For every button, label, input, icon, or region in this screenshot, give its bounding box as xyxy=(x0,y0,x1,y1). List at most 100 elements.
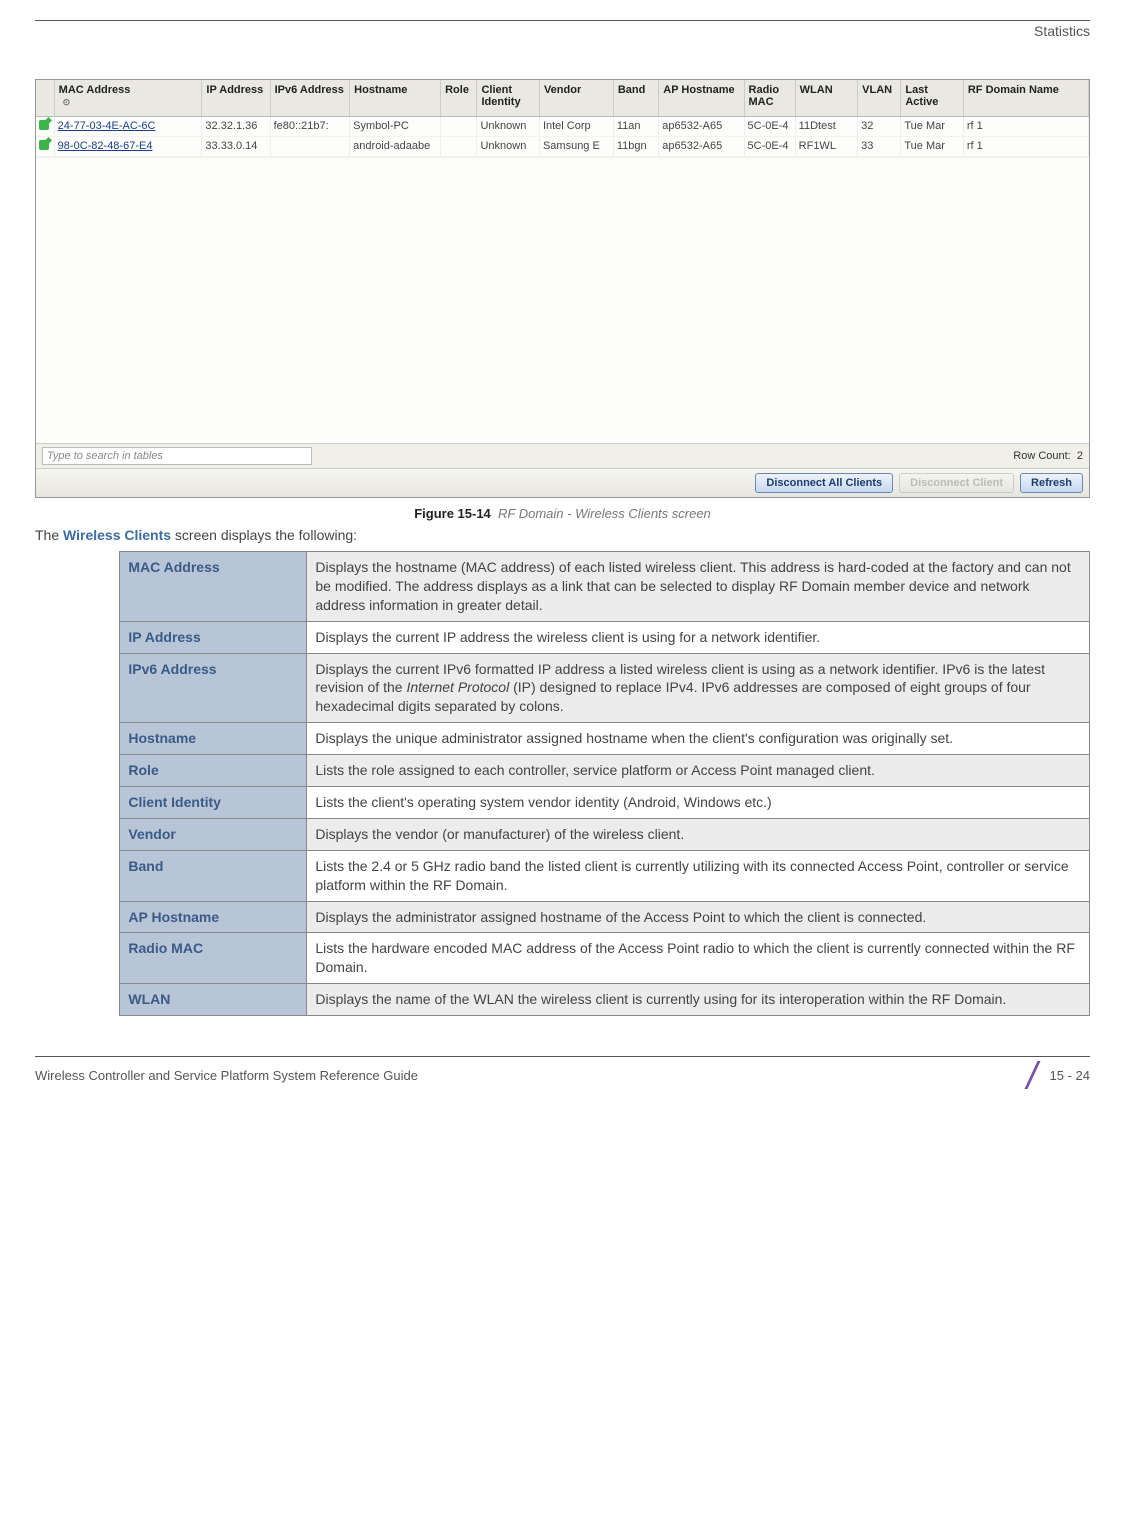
definition-term: Band xyxy=(120,850,307,901)
col-header[interactable]: Last Active xyxy=(901,80,964,117)
cell-last: Tue Mar xyxy=(901,117,964,137)
figure-caption: Figure 15-14 RF Domain - Wireless Client… xyxy=(35,506,1090,521)
col-header[interactable]: Client Identity xyxy=(477,80,540,117)
definition-term: Vendor xyxy=(120,818,307,850)
search-input[interactable] xyxy=(42,447,312,465)
cell-aphost: ap6532-A65 xyxy=(659,137,744,157)
intro-pre: The xyxy=(35,527,63,543)
table-empty-area xyxy=(36,157,1089,443)
table-row[interactable]: 98-0C-82-48-67-E4 33.33.0.14 android-adaab… xyxy=(36,137,1089,157)
col-header[interactable]: Band xyxy=(613,80,658,117)
figure-number: Figure 15-14 xyxy=(414,506,491,521)
cell-vlan: 33 xyxy=(858,137,901,157)
definition-desc: Lists the client's operating system vend… xyxy=(307,787,1090,819)
cell-vlan: 32 xyxy=(858,117,901,137)
col-header[interactable]: Vendor xyxy=(539,80,613,117)
cell-mac: 98-0C-82-48-67-E4 xyxy=(54,137,202,157)
definition-desc: Displays the name of the WLAN the wirele… xyxy=(307,984,1090,1016)
header-section: Statistics xyxy=(35,23,1090,39)
col-header[interactable]: AP Hostname xyxy=(659,80,744,117)
col-header[interactable]: WLAN xyxy=(795,80,858,117)
cell-vendor: Samsung E xyxy=(539,137,613,157)
definition-term: AP Hostname xyxy=(120,901,307,933)
page-number: 15 - 24 xyxy=(1050,1068,1090,1083)
status-icon xyxy=(39,140,49,150)
definition-desc: Displays the current IPv6 formatted IP a… xyxy=(307,653,1090,723)
search-bar: Row Count: 2 xyxy=(36,443,1089,468)
cell-rf: rf 1 xyxy=(963,117,1088,137)
definition-term: IP Address xyxy=(120,621,307,653)
col-header[interactable]: Hostname xyxy=(350,80,441,117)
cell-client: Unknown xyxy=(477,117,540,137)
definition-term: Client Identity xyxy=(120,787,307,819)
definition-term: Hostname xyxy=(120,723,307,755)
cell-aphost: ap6532-A65 xyxy=(659,117,744,137)
disconnect-client-button: Disconnect Client xyxy=(899,473,1014,493)
definition-term: MAC Address xyxy=(120,552,307,622)
definition-desc: Displays the unique administrator assign… xyxy=(307,723,1090,755)
cell-client: Unknown xyxy=(477,137,540,157)
footer-left: Wireless Controller and Service Platform… xyxy=(35,1068,418,1083)
cell-last: Tue Mar xyxy=(901,137,964,157)
definition-term: Radio MAC xyxy=(120,933,307,984)
footer-right: 15 - 24 xyxy=(1022,1063,1090,1087)
definition-term: IPv6 Address xyxy=(120,653,307,723)
cell-ip: 33.33.0.14 xyxy=(202,137,270,157)
col-header[interactable]: Role xyxy=(441,80,477,117)
cell-wlan: 11Dtest xyxy=(795,117,858,137)
definition-row: HostnameDisplays the unique administrato… xyxy=(120,723,1090,755)
definition-row: Client IdentityLists the client's operat… xyxy=(120,787,1090,819)
cell-rf: rf 1 xyxy=(963,137,1088,157)
row-count-label: Row Count: xyxy=(1013,450,1070,462)
definition-row: IP AddressDisplays the current IP addres… xyxy=(120,621,1090,653)
definition-desc: Lists the 2.4 or 5 GHz radio band the li… xyxy=(307,850,1090,901)
cell-band: 11an xyxy=(613,117,658,137)
definition-desc: Lists the role assigned to each controll… xyxy=(307,755,1090,787)
page-footer: Wireless Controller and Service Platform… xyxy=(35,1056,1090,1087)
definition-row: IPv6 AddressDisplays the current IPv6 fo… xyxy=(120,653,1090,723)
definition-row: BandLists the 2.4 or 5 GHz radio band th… xyxy=(120,850,1090,901)
wireless-clients-screenshot: MAC Address⊙IP AddressIPv6 AddressHostna… xyxy=(35,79,1090,498)
col-header[interactable]: Radio MAC xyxy=(744,80,795,117)
cell-host: Symbol-PC xyxy=(350,117,441,137)
definition-desc: Displays the vendor (or manufacturer) of… xyxy=(307,818,1090,850)
cell-role xyxy=(441,117,477,137)
definition-term: WLAN xyxy=(120,984,307,1016)
intro-keyword: Wireless Clients xyxy=(63,527,171,543)
definition-desc: Displays the administrator assigned host… xyxy=(307,901,1090,933)
col-header[interactable]: IPv6 Address xyxy=(270,80,350,117)
cell-mac: 24-77-03-4E-AC-6C xyxy=(54,117,202,137)
mac-link[interactable]: 98-0C-82-48-67-E4 xyxy=(58,140,153,152)
mac-link[interactable]: 24-77-03-4E-AC-6C xyxy=(58,120,156,132)
table-header-row: MAC Address⊙IP AddressIPv6 AddressHostna… xyxy=(36,80,1089,117)
table-row[interactable]: 24-77-03-4E-AC-6C32.32.1.36fe80::21b7:Sy… xyxy=(36,117,1089,137)
intro-line: The Wireless Clients screen displays the… xyxy=(35,527,1090,543)
definition-row: VendorDisplays the vendor (or manufactur… xyxy=(120,818,1090,850)
refresh-button[interactable]: Refresh xyxy=(1020,473,1083,493)
col-header[interactable]: MAC Address⊙ xyxy=(54,80,202,117)
intro-post: screen displays the following: xyxy=(171,527,357,543)
definition-desc: Displays the current IP address the wire… xyxy=(307,621,1090,653)
cell-role xyxy=(441,137,477,157)
definition-row: AP HostnameDisplays the administrator as… xyxy=(120,901,1090,933)
footer-slash-icon xyxy=(1022,1063,1042,1087)
cell-vendor: Intel Corp xyxy=(539,117,613,137)
definition-desc: Lists the hardware encoded MAC address o… xyxy=(307,933,1090,984)
button-bar: Disconnect All Clients Disconnect Client… xyxy=(36,468,1089,497)
definition-row: MAC AddressDisplays the hostname (MAC ad… xyxy=(120,552,1090,622)
col-header[interactable]: RF Domain Name xyxy=(963,80,1088,117)
sort-icon: ⊙ xyxy=(63,97,71,108)
col-status[interactable] xyxy=(36,80,54,117)
definition-row: Radio MACLists the hardware encoded MAC … xyxy=(120,933,1090,984)
definition-row: RoleLists the role assigned to each cont… xyxy=(120,755,1090,787)
definition-desc: Displays the hostname (MAC address) of e… xyxy=(307,552,1090,622)
col-header[interactable]: VLAN xyxy=(858,80,901,117)
disconnect-all-button[interactable]: Disconnect All Clients xyxy=(755,473,893,493)
definitions-table: MAC AddressDisplays the hostname (MAC ad… xyxy=(119,551,1090,1016)
cell-ip: 32.32.1.36 xyxy=(202,117,270,137)
cell-band: 11bgn xyxy=(613,137,658,157)
cell-host: android-adaabe xyxy=(350,137,441,157)
cell-radiomac: 5C-0E-4 xyxy=(744,117,795,137)
status-icon xyxy=(39,120,49,130)
col-header[interactable]: IP Address xyxy=(202,80,270,117)
